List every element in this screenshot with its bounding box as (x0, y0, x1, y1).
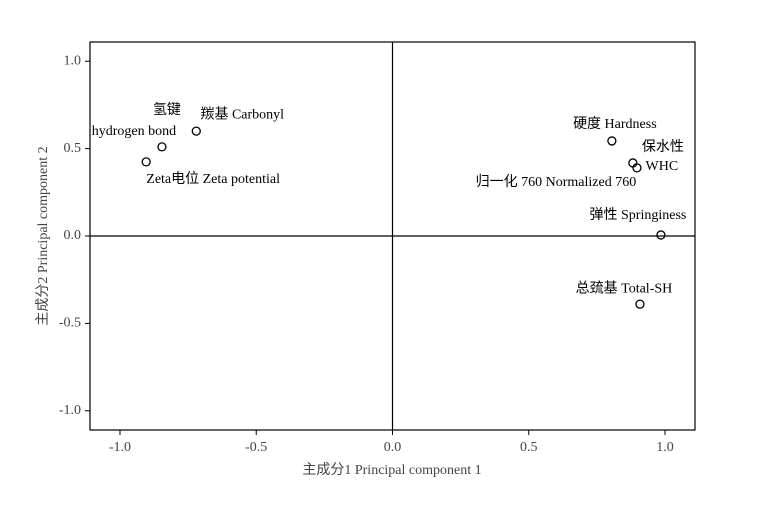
point-label: 羰基 Carbonyl (200, 105, 284, 122)
y-tick-label: 0.0 (64, 228, 82, 243)
x-tick-label: -0.5 (245, 440, 267, 455)
point (607, 136, 617, 146)
point (635, 299, 645, 309)
y-tick-label: 1.0 (64, 53, 82, 68)
point-label: Zeta电位 Zeta potential (146, 171, 280, 187)
y-tick-label: 0.5 (64, 141, 82, 156)
x-axis-label: 主成分1 Principal component 1 (302, 462, 481, 478)
point-label: 总巯基 Total-SH (576, 279, 673, 296)
point (141, 157, 151, 167)
point-label: 归一化 760 Normalized 760 (476, 173, 637, 190)
y-tick-label: -1.0 (59, 403, 81, 418)
point-label: 弹性 Springiness (590, 207, 687, 223)
x-tick-label: 1.0 (656, 440, 674, 455)
point (656, 230, 666, 240)
y-tick-label: -0.5 (59, 316, 81, 331)
x-tick-label: 0.5 (520, 440, 538, 455)
point-label: hydrogen bond (92, 124, 176, 139)
point-label: WHC (646, 159, 679, 174)
point-label: 硬度 Hardness (573, 116, 657, 132)
point (157, 142, 167, 152)
point-label: 保水性 (642, 139, 684, 155)
y-axis-label: 主成分2 Principal component 2 (35, 146, 51, 325)
x-tick-label: -1.0 (109, 440, 131, 455)
point-label: 氢键 (153, 102, 181, 118)
point (632, 163, 642, 173)
point (191, 126, 201, 136)
x-tick-label: 0.0 (384, 440, 402, 455)
